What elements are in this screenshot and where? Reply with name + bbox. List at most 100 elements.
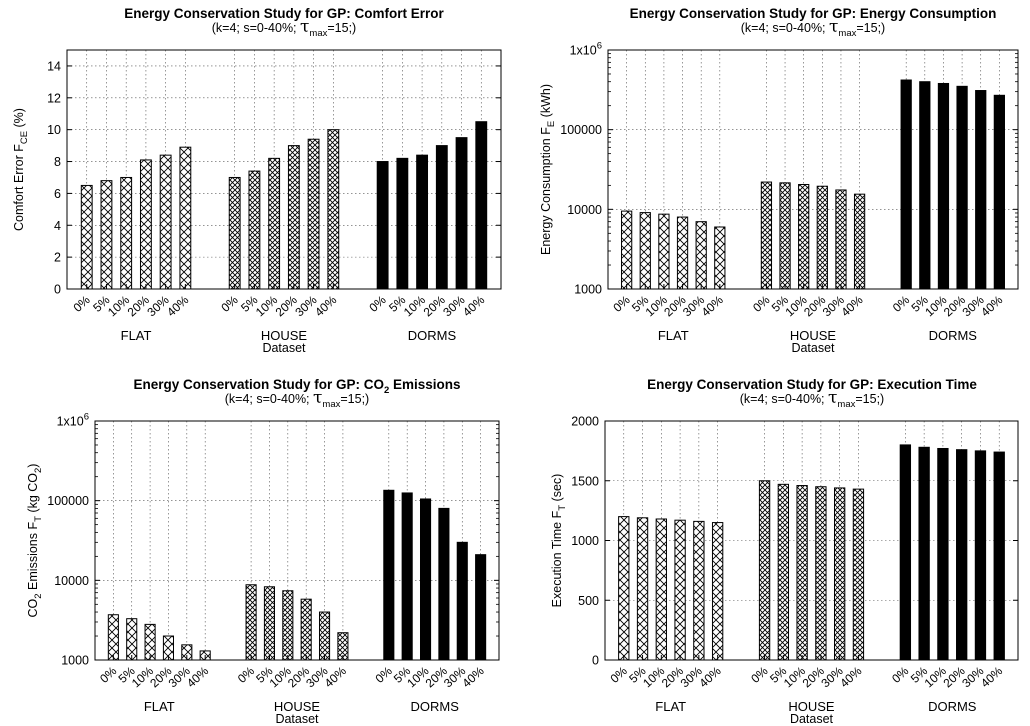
bar-flat-40pct bbox=[179, 146, 192, 290]
chart-title: Energy Conservation Study for GP: Energy… bbox=[630, 6, 997, 21]
bar-house-20pct bbox=[287, 145, 300, 290]
bar-flat-5pct bbox=[636, 517, 649, 661]
group-label-house: HOUSE bbox=[790, 328, 837, 343]
y-tick-label: 14 bbox=[47, 59, 61, 73]
bar-house-20pct bbox=[816, 185, 828, 290]
bar-dorms-20pct bbox=[956, 449, 968, 661]
bar-flat-10pct bbox=[658, 213, 670, 290]
bar-flat-20pct bbox=[139, 159, 152, 290]
bar-dorms-40pct bbox=[475, 554, 487, 661]
bar-flat-0pct bbox=[618, 516, 630, 661]
bar-dorms-10pct bbox=[937, 447, 949, 661]
y-tick-label: 500 bbox=[578, 594, 599, 608]
chart-title: Energy Conservation Study for GP: Execut… bbox=[647, 377, 977, 392]
bar-house-0pct bbox=[228, 176, 241, 290]
bar-house-5pct bbox=[777, 483, 790, 661]
x-tick-label: 40% bbox=[838, 293, 865, 320]
bar-flat-10pct bbox=[655, 518, 667, 661]
bar-house-5pct bbox=[779, 182, 791, 290]
bar-dorms-0pct bbox=[900, 79, 912, 290]
bar-dorms-30pct bbox=[456, 541, 468, 661]
y-tick-label: 6 bbox=[54, 187, 61, 201]
y-tick-label: 1000 bbox=[571, 534, 599, 548]
y-axis-label: Comfort Error FCE (%) bbox=[12, 108, 30, 231]
bar-house-40pct bbox=[327, 129, 340, 290]
x-tick-label: 40% bbox=[460, 293, 487, 320]
plot-frame bbox=[66, 49, 502, 290]
x-tick-label: 40% bbox=[459, 664, 486, 691]
x-tick-label: 40% bbox=[184, 664, 211, 691]
group-label-flat: FLAT bbox=[121, 328, 152, 343]
plot-frame bbox=[607, 49, 1019, 290]
bar-house-30pct bbox=[307, 138, 320, 290]
plot-frame bbox=[94, 420, 500, 661]
x-tick-label: 40% bbox=[837, 664, 864, 691]
y-tick-label: 1x106 bbox=[570, 41, 602, 58]
chart-subtitle: (k=4; s=0-40%; τmax=15;) bbox=[740, 388, 884, 410]
bar-house-30pct bbox=[318, 611, 331, 661]
bar-dorms-20pct bbox=[956, 85, 968, 290]
bar-flat-10pct bbox=[120, 176, 133, 290]
bar-dorms-5pct bbox=[918, 446, 930, 661]
bar-dorms-30pct bbox=[975, 90, 987, 290]
grid bbox=[67, 50, 501, 290]
x-axis-label: Dataset bbox=[275, 712, 319, 726]
y-tick-label: 100000 bbox=[47, 494, 89, 508]
chart-subtitle: (k=4; s=0-40%; τmax=15;) bbox=[225, 388, 369, 410]
y-tick-label: 10000 bbox=[54, 574, 89, 588]
x-tick-label: 40% bbox=[164, 293, 191, 320]
bar-dorms-40pct bbox=[993, 94, 1005, 290]
bar-dorms-40pct bbox=[475, 121, 488, 290]
bar-dorms-10pct bbox=[416, 154, 429, 290]
x-tick-label: 40% bbox=[978, 293, 1005, 320]
group-label-flat: FLAT bbox=[655, 699, 686, 714]
bar-dorms-30pct bbox=[974, 450, 987, 661]
bar-house-40pct bbox=[852, 488, 865, 661]
chart-panel-2: 1000100001000001x1060%5%10%20%30%40%FLAT… bbox=[539, 6, 1019, 355]
bar-flat-20pct bbox=[676, 216, 689, 290]
bar-house-10pct bbox=[796, 485, 808, 661]
bar-house-30pct bbox=[835, 189, 847, 290]
bar-flat-0pct bbox=[107, 614, 119, 661]
bar-dorms-5pct bbox=[401, 492, 413, 661]
x-tick-label: 40% bbox=[322, 664, 349, 691]
bar-house-0pct bbox=[245, 584, 257, 661]
y-axis-label: CO2 Emissions FT (kg CO2) bbox=[26, 464, 44, 618]
y-tick-label: 0 bbox=[592, 654, 599, 668]
bar-dorms-0pct bbox=[899, 444, 912, 661]
x-axis-label: Dataset bbox=[790, 712, 834, 726]
group-label-dorms: DORMS bbox=[928, 699, 977, 714]
x-axis-label: Dataset bbox=[262, 341, 306, 355]
y-axis-label: Energy Consumption FE (kWh) bbox=[539, 84, 557, 255]
bar-flat-40pct bbox=[714, 226, 726, 290]
group-label-house: HOUSE bbox=[788, 699, 835, 714]
group-label-dorms: DORMS bbox=[929, 328, 978, 343]
bar-house-5pct bbox=[248, 170, 261, 290]
bar-flat-10pct bbox=[144, 623, 156, 661]
bar-dorms-10pct bbox=[937, 82, 950, 290]
bar-dorms-0pct bbox=[383, 489, 395, 661]
bar-house-30pct bbox=[833, 487, 846, 661]
chart-panel-1: 024681012140%5%10%20%30%40%FLAT0%5%10%20… bbox=[12, 6, 502, 355]
bar-house-40pct bbox=[853, 193, 866, 290]
y-tick-label: 0 bbox=[54, 283, 61, 297]
y-tick-label: 2 bbox=[54, 251, 61, 265]
bar-dorms-40pct bbox=[993, 451, 1005, 661]
group-label-dorms: DORMS bbox=[408, 328, 457, 343]
bar-flat-0pct bbox=[80, 184, 93, 290]
bar-flat-5pct bbox=[639, 212, 651, 290]
bar-dorms-20pct bbox=[435, 145, 448, 290]
y-tick-label: 10 bbox=[47, 123, 61, 137]
bar-house-0pct bbox=[758, 480, 771, 661]
bar-dorms-30pct bbox=[455, 137, 468, 290]
x-tick-label: 40% bbox=[699, 293, 726, 320]
chart-subtitle: (k=4; s=0-40%; τmax=15;) bbox=[212, 17, 356, 39]
chart-subtitle: (k=4; s=0-40%; τmax=15;) bbox=[741, 17, 885, 39]
group-label-flat: FLAT bbox=[658, 328, 689, 343]
group-label-flat: FLAT bbox=[144, 699, 175, 714]
bar-dorms-5pct bbox=[919, 81, 931, 290]
bar-flat-30pct bbox=[159, 154, 172, 290]
y-tick-label: 100000 bbox=[560, 123, 602, 137]
bar-flat-40pct bbox=[711, 522, 724, 661]
bar-dorms-5pct bbox=[396, 157, 409, 290]
